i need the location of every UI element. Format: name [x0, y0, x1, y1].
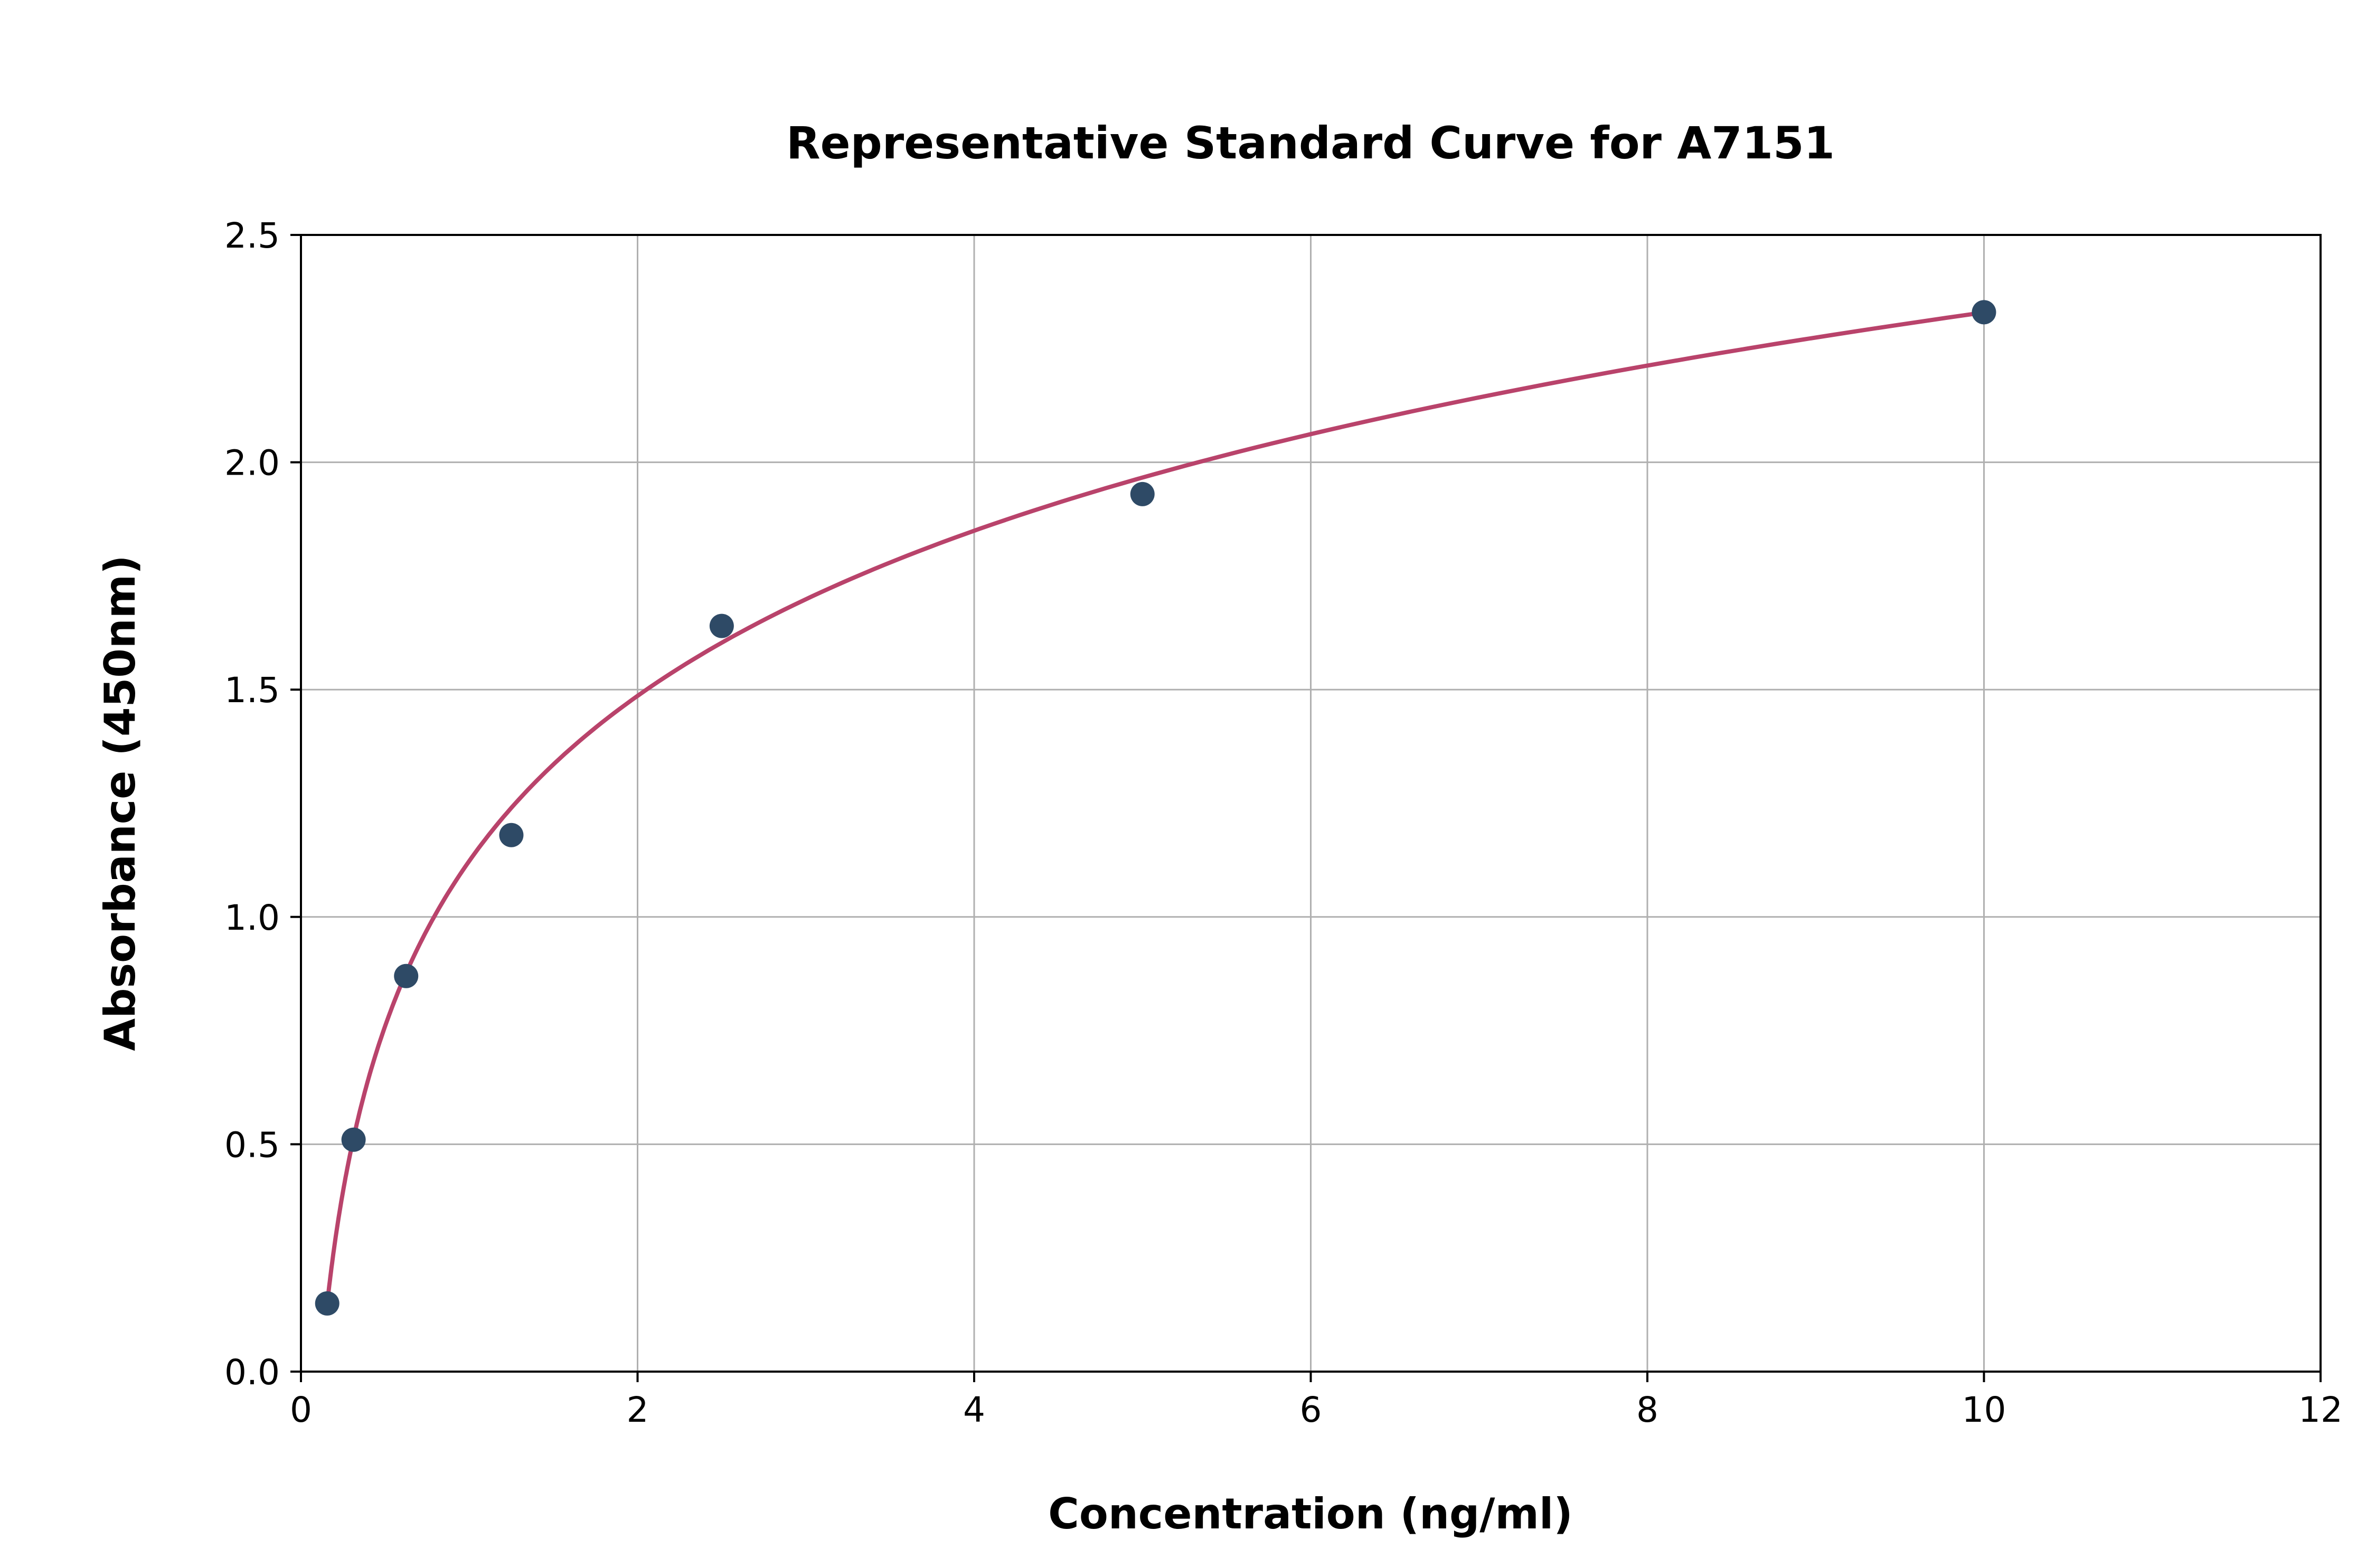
tick-layer: [290, 234, 2322, 1382]
x-tick-label: 4: [963, 1390, 985, 1430]
data-point: [1972, 300, 1996, 325]
x-tick-label: 6: [1300, 1390, 1322, 1430]
y-tick-label: 0.5: [224, 1125, 280, 1165]
chart-title: Representative Standard Curve for A7151: [786, 117, 1835, 169]
data-point: [315, 1291, 340, 1316]
fit-curve-layer: [325, 310, 1986, 1306]
data-point: [709, 613, 734, 638]
grid-layer: [300, 234, 2322, 1373]
fit-curve: [325, 310, 1986, 1306]
data-point: [341, 1127, 366, 1152]
y-tick-label: 2.5: [224, 215, 280, 256]
x-tick-label: 8: [1636, 1390, 1658, 1430]
y-tick-label: 2.0: [224, 443, 280, 484]
x-tick-label: 12: [2298, 1390, 2343, 1430]
y-tick-label: 1.5: [224, 670, 280, 711]
x-axis-label: Concentration (ng/ml): [1048, 1489, 1573, 1538]
x-tick-label: 0: [290, 1390, 312, 1430]
data-point: [499, 823, 524, 847]
y-tick-label: 0.0: [224, 1352, 280, 1393]
data-point: [394, 964, 419, 988]
x-tick-label: 10: [1962, 1390, 2006, 1430]
data-point-layer: [315, 300, 1996, 1316]
tick-label-layer: 0 2 4 6 8 10 12 0.0 0.5 1.0 1.5 2.0 2.5: [224, 215, 2343, 1430]
y-axis-label: Absorbance (450nm): [96, 555, 145, 1051]
data-point: [1130, 481, 1155, 506]
y-tick-label: 1.0: [224, 898, 280, 938]
x-tick-label: 2: [627, 1390, 649, 1430]
